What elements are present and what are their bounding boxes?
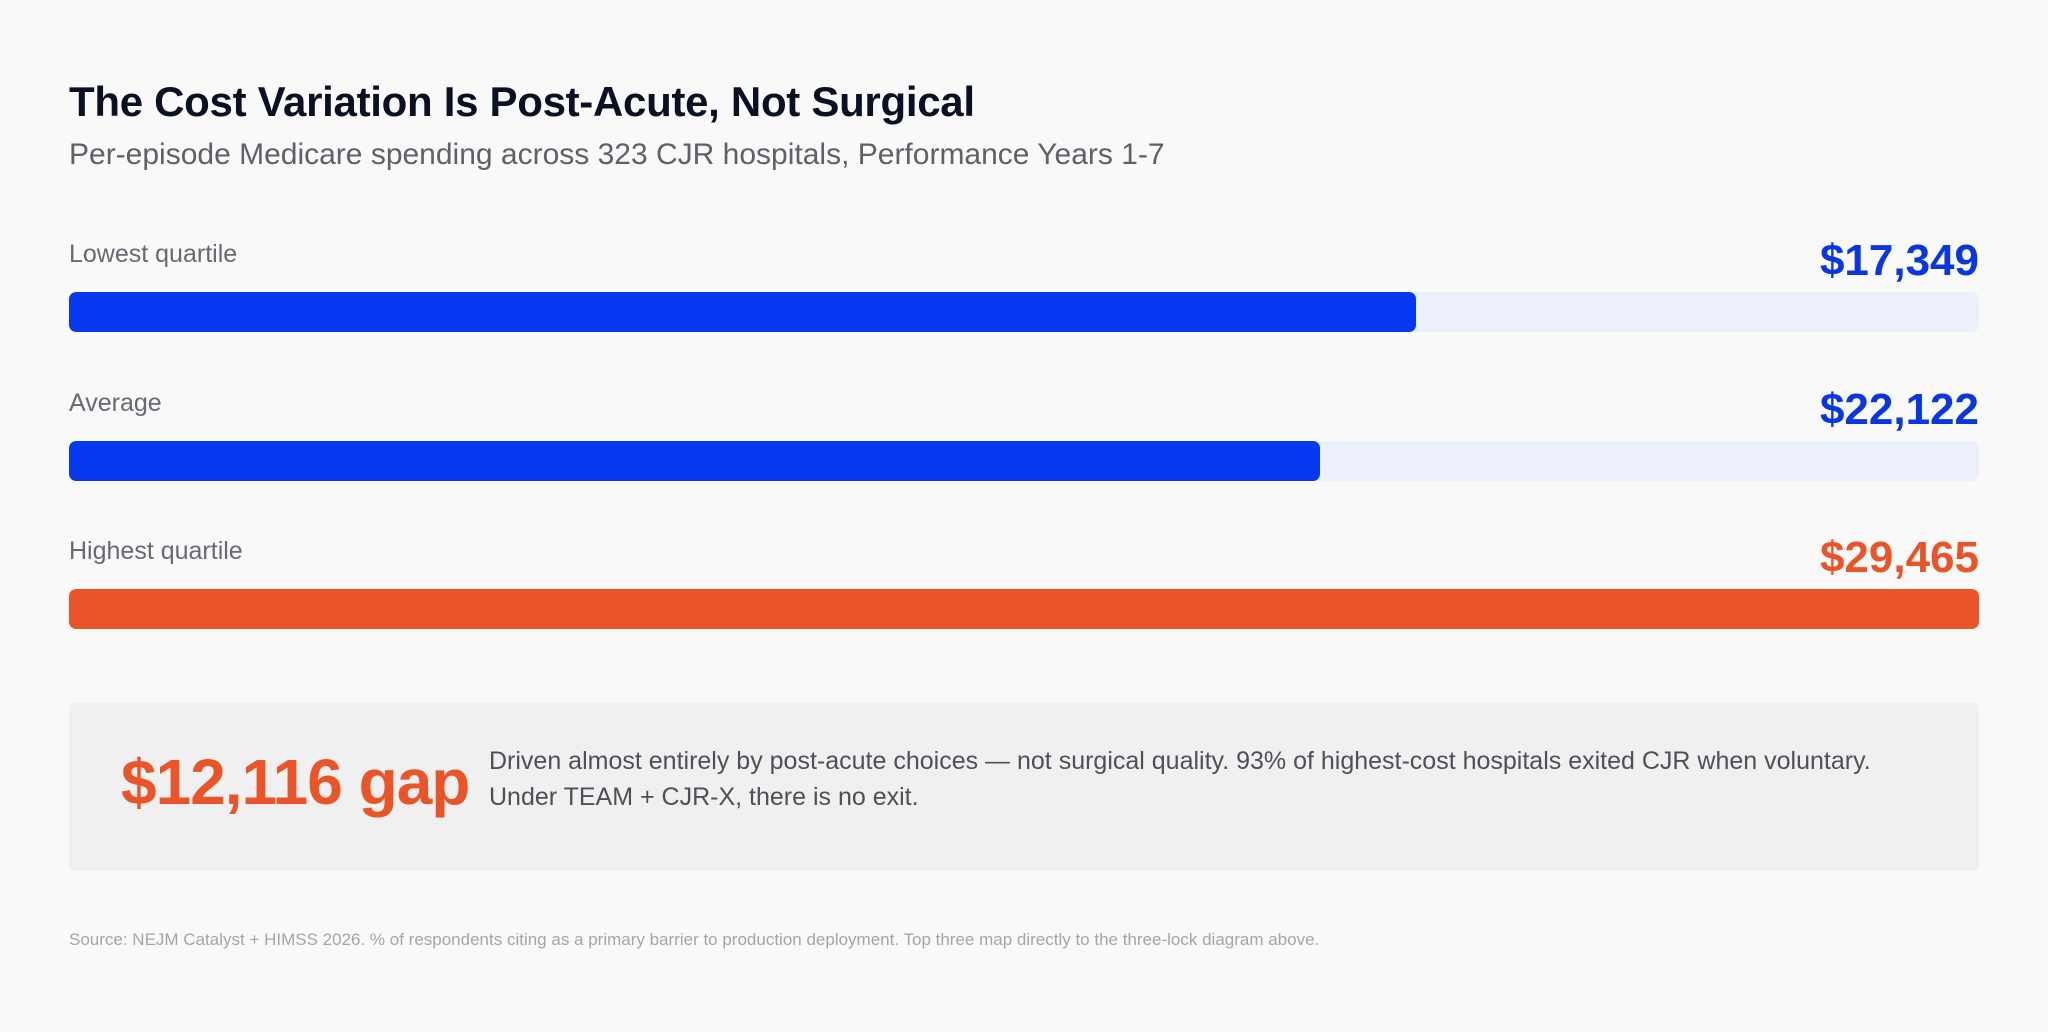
bar bbox=[69, 589, 1979, 629]
chart-page: The Cost Variation Is Post-Acute, Not Su… bbox=[69, 0, 1979, 1032]
chart-subtitle: Per-episode Medicare spending across 323… bbox=[69, 138, 1165, 171]
bar bbox=[69, 441, 1320, 481]
bar-track bbox=[69, 441, 1979, 481]
source-note: Source: NEJM Catalyst + HIMSS 2026. % of… bbox=[69, 930, 1320, 949]
gap-callout: $12,116 gap Driven almost entirely by po… bbox=[69, 703, 1979, 871]
bar-category-label: Highest quartile bbox=[69, 537, 243, 565]
bar-category-label: Average bbox=[69, 389, 162, 417]
bar-row: Highest quartile $29,465 bbox=[69, 533, 1979, 657]
gap-explanation: Driven almost entirely by post-acute cho… bbox=[489, 747, 1871, 811]
bar-value-label: $17,349 bbox=[1819, 236, 1979, 285]
chart-title: The Cost Variation Is Post-Acute, Not Su… bbox=[69, 78, 975, 125]
bar-category-label: Lowest quartile bbox=[69, 240, 238, 268]
bar-row: Average $22,122 bbox=[69, 385, 1979, 509]
gap-figure: $12,116 gap bbox=[121, 746, 470, 818]
bar bbox=[69, 292, 1416, 332]
bar-row: Lowest quartile $17,349 bbox=[69, 236, 1979, 360]
bar-value-label: $22,122 bbox=[1819, 385, 1979, 434]
bar-value-label: $29,465 bbox=[1819, 533, 1979, 582]
bar-track bbox=[69, 589, 1979, 629]
bar-track bbox=[69, 292, 1979, 332]
